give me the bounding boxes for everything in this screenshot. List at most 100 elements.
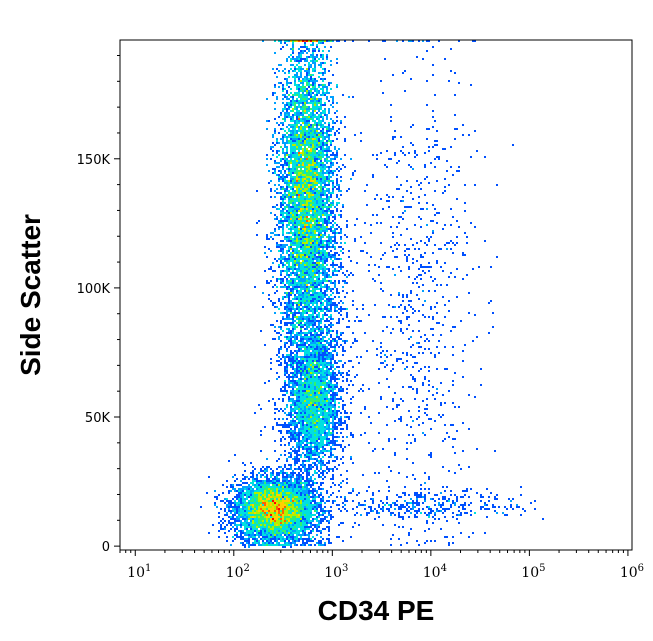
density-dot bbox=[292, 408, 294, 410]
density-dot bbox=[406, 206, 408, 208]
density-dot bbox=[306, 270, 308, 272]
density-dot bbox=[310, 262, 312, 264]
density-dot bbox=[300, 348, 302, 350]
density-dot bbox=[322, 144, 324, 146]
density-dot bbox=[414, 356, 416, 358]
density-dot bbox=[330, 140, 332, 142]
density-dot bbox=[324, 268, 326, 270]
density-dot bbox=[330, 290, 332, 292]
density-dot bbox=[314, 66, 316, 68]
density-dot bbox=[346, 292, 348, 294]
density-dot bbox=[298, 140, 300, 142]
density-dot bbox=[296, 408, 298, 410]
density-dot bbox=[328, 168, 330, 170]
density-dot bbox=[298, 322, 300, 324]
density-dot bbox=[336, 322, 338, 324]
density-dot bbox=[298, 228, 300, 230]
density-dot bbox=[422, 382, 424, 384]
density-dot bbox=[378, 266, 380, 268]
density-dot bbox=[394, 152, 396, 154]
density-dot bbox=[316, 166, 318, 168]
density-dot bbox=[300, 380, 302, 382]
density-dot bbox=[292, 322, 294, 324]
density-dot bbox=[340, 228, 342, 230]
density-dot bbox=[306, 412, 308, 414]
density-dot bbox=[292, 144, 294, 146]
density-dot bbox=[428, 238, 430, 240]
density-dot bbox=[364, 222, 366, 224]
density-dot bbox=[288, 302, 290, 304]
density-dot bbox=[304, 414, 306, 416]
density-dot bbox=[284, 104, 286, 106]
density-dot bbox=[278, 376, 280, 378]
density-dot bbox=[322, 162, 324, 164]
density-dot bbox=[320, 390, 322, 392]
density-dot bbox=[298, 80, 300, 82]
density-dot bbox=[356, 316, 358, 318]
density-dot bbox=[306, 102, 308, 104]
density-dot bbox=[302, 404, 304, 406]
density-dot bbox=[320, 154, 322, 156]
density-dot bbox=[300, 386, 302, 388]
density-dot bbox=[306, 366, 308, 368]
density-dot bbox=[424, 348, 426, 350]
density-dot bbox=[294, 294, 296, 296]
density-dot bbox=[342, 400, 344, 402]
density-dot bbox=[302, 88, 304, 90]
density-dot bbox=[306, 120, 308, 122]
density-dot bbox=[316, 198, 318, 200]
density-dot bbox=[292, 256, 294, 258]
density-dot bbox=[304, 142, 306, 144]
density-dot bbox=[398, 222, 400, 224]
density-dot bbox=[322, 148, 324, 150]
density-dot bbox=[286, 220, 288, 222]
density-dot bbox=[300, 234, 302, 236]
density-dot bbox=[290, 244, 292, 246]
density-dot bbox=[286, 80, 288, 82]
density-dot bbox=[326, 200, 328, 202]
density-dot bbox=[340, 306, 342, 308]
density-dot bbox=[314, 324, 316, 326]
density-dot bbox=[286, 218, 288, 220]
density-dot bbox=[318, 348, 320, 350]
density-dot bbox=[306, 76, 308, 78]
density-dot bbox=[274, 118, 276, 120]
density-dot bbox=[326, 302, 328, 304]
density-dot bbox=[300, 302, 302, 304]
density-dot bbox=[312, 326, 314, 328]
density-dot bbox=[380, 396, 382, 398]
density-dot bbox=[274, 102, 276, 104]
density-dot bbox=[474, 226, 476, 228]
density-dot bbox=[368, 40, 370, 42]
density-dot bbox=[294, 74, 296, 76]
density-dot bbox=[284, 172, 286, 174]
density-dot bbox=[298, 408, 300, 410]
density-dot bbox=[298, 192, 300, 194]
density-dot bbox=[266, 120, 268, 122]
density-dot bbox=[300, 266, 302, 268]
density-dot bbox=[290, 126, 292, 128]
density-dot bbox=[324, 234, 326, 236]
density-dot bbox=[322, 262, 324, 264]
density-dot bbox=[280, 188, 282, 190]
density-dot bbox=[332, 354, 334, 356]
density-dot bbox=[324, 312, 326, 314]
density-dot bbox=[306, 72, 308, 74]
density-dot bbox=[332, 204, 334, 206]
density-dot bbox=[322, 198, 324, 200]
density-dot bbox=[300, 398, 302, 400]
density-dot bbox=[316, 336, 318, 338]
density-dot bbox=[398, 244, 400, 246]
density-dot bbox=[314, 392, 316, 394]
density-dot bbox=[376, 348, 378, 350]
density-dot bbox=[288, 56, 290, 58]
density-dot bbox=[408, 386, 410, 388]
density-dot bbox=[398, 216, 400, 218]
density-dot bbox=[286, 364, 288, 366]
density-dot bbox=[312, 286, 314, 288]
density-dot bbox=[416, 418, 418, 420]
density-dot bbox=[396, 188, 398, 190]
density-dot bbox=[298, 284, 300, 286]
density-dot bbox=[334, 284, 336, 286]
density-dot bbox=[334, 374, 336, 376]
